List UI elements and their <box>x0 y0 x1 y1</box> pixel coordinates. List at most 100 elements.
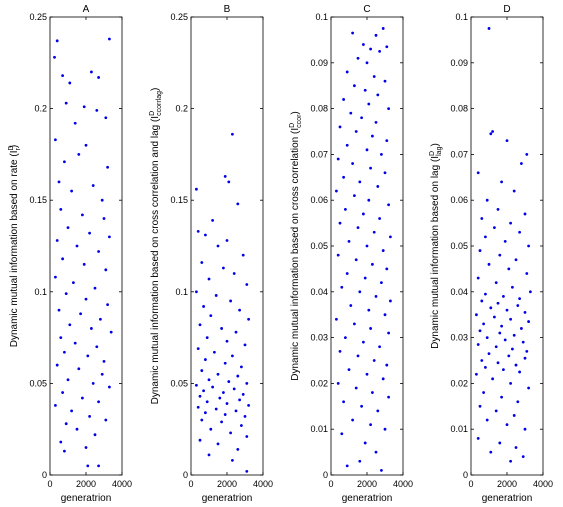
data-point <box>500 395 503 399</box>
data-point <box>345 143 349 147</box>
data-point <box>494 409 498 413</box>
data-point <box>202 305 206 308</box>
y-tick-label: 0.15 <box>29 195 47 205</box>
data-point <box>73 341 77 345</box>
data-point <box>514 363 518 367</box>
data-point <box>369 423 372 427</box>
data-point <box>70 189 73 193</box>
x-tick-label: 4000 <box>253 479 273 489</box>
data-point <box>102 217 106 220</box>
data-point <box>200 418 204 422</box>
data-point <box>349 111 353 115</box>
data-point <box>232 387 236 391</box>
data-point <box>207 453 211 457</box>
x-tick-label: 4000 <box>112 479 132 489</box>
data-point <box>369 327 372 330</box>
data-point <box>365 61 369 65</box>
data-point <box>380 469 383 472</box>
y-tick-label: 0.09 <box>310 58 328 68</box>
data-point <box>236 202 240 206</box>
data-point <box>245 283 249 286</box>
x-tick-label: 0 <box>188 479 193 489</box>
data-point <box>231 354 234 358</box>
data-point <box>356 226 360 230</box>
data-point <box>374 294 378 298</box>
data-point <box>349 304 353 307</box>
y-tick-label: 0.05 <box>170 378 188 388</box>
y-tick-label: 0.1 <box>315 12 328 22</box>
y-tick-label: 0.1 <box>34 287 47 297</box>
data-point <box>223 413 227 416</box>
y-tick-label: 0.25 <box>29 12 47 22</box>
data-point <box>81 396 84 400</box>
data-point <box>347 368 351 372</box>
data-point <box>478 404 482 408</box>
data-point <box>225 402 229 405</box>
data-point <box>55 363 59 367</box>
data-point <box>493 315 496 319</box>
plot-frame <box>49 16 123 476</box>
data-point <box>198 438 202 442</box>
data-point <box>518 230 521 234</box>
y-axis-label-main: Dynamic mutual information based on cros… <box>290 128 301 381</box>
y-tick-label: 0.04 <box>450 287 468 297</box>
y-tick-label: 0.05 <box>310 241 328 251</box>
data-point <box>476 276 480 280</box>
x-tick-label: 0 <box>328 479 333 489</box>
y-axis-label-sub: r <box>15 147 22 150</box>
data-point <box>54 275 57 279</box>
data-point <box>484 292 487 296</box>
y-tick-label: 0.07 <box>450 149 468 159</box>
data-point <box>216 372 220 376</box>
data-point <box>220 420 224 424</box>
data-point <box>90 327 93 330</box>
x-tick-label: 2000 <box>217 479 237 489</box>
data-point <box>53 55 56 59</box>
data-point <box>478 249 482 252</box>
data-point <box>106 303 109 307</box>
y-axis-label-main: Dynamic mutual information based on lag … <box>430 156 441 349</box>
data-point <box>64 422 68 426</box>
data-point <box>527 244 530 248</box>
data-point <box>91 184 95 187</box>
data-point <box>521 455 525 459</box>
x-tick-label: 2000 <box>357 479 377 489</box>
data-point <box>514 258 518 262</box>
data-point <box>480 217 484 220</box>
data-point <box>81 213 84 217</box>
data-point <box>57 180 61 184</box>
y-tick-label: 0 <box>323 470 328 480</box>
data-point <box>493 226 496 230</box>
y-axis-label-sup: D <box>289 123 296 128</box>
data-point <box>358 290 362 294</box>
data-point <box>211 385 215 389</box>
data-point <box>512 414 516 417</box>
data-point <box>505 308 509 312</box>
y-tick-label: 0.25 <box>170 12 188 22</box>
data-point <box>342 98 345 101</box>
data-point <box>104 268 108 272</box>
data-point <box>90 70 93 74</box>
data-point <box>196 405 200 409</box>
data-point <box>362 340 365 344</box>
data-point <box>383 171 387 175</box>
data-point <box>345 464 349 468</box>
y-axis-label: Dynamic mutual information based on rate… <box>8 145 22 348</box>
data-point <box>509 459 512 463</box>
data-point <box>97 76 100 79</box>
data-point <box>376 409 380 413</box>
data-point <box>475 372 478 376</box>
y-axis-label-sup: D <box>8 145 15 150</box>
data-point <box>378 345 381 349</box>
data-point <box>204 233 207 237</box>
data-point <box>378 217 381 220</box>
data-point <box>55 39 59 43</box>
data-point <box>66 226 70 230</box>
data-point <box>487 27 491 30</box>
y-axis-label-sup: D <box>429 151 436 156</box>
data-point <box>100 198 104 202</box>
data-point <box>520 162 523 165</box>
data-point <box>238 308 242 312</box>
data-point <box>342 400 345 404</box>
